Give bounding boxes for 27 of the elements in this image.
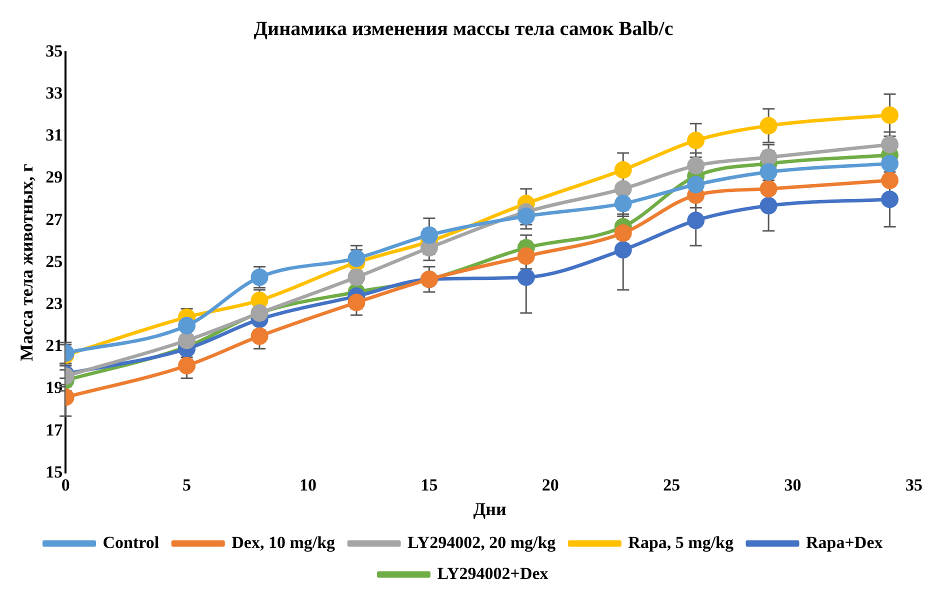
- x-tick-label: 35: [906, 476, 922, 495]
- y-axis-title: Масса тела животных, г: [16, 164, 36, 362]
- x-tick-label: 30: [784, 476, 802, 495]
- y-tick-label: 21: [46, 336, 63, 356]
- y-tick-label: 23: [46, 294, 63, 313]
- y-tick-label: 27: [46, 210, 64, 229]
- y-tick-label: 31: [46, 126, 63, 145]
- y-tick-label: 29: [46, 168, 63, 187]
- y-tick-label: 33: [46, 83, 63, 102]
- legend-label: LY294002, 20 mg/kg: [408, 532, 556, 552]
- x-tick-label: 0: [61, 476, 70, 495]
- chart-title: Динамика изменения массы тела самок Balb/c: [254, 18, 674, 40]
- y-tick-label: 15: [46, 462, 63, 482]
- x-tick-label: 10: [300, 476, 316, 495]
- x-tick-label: 20: [542, 476, 559, 495]
- legend-label: Dex, 10 mg/kg: [232, 532, 336, 552]
- legend-label: Control: [102, 532, 160, 552]
- y-tick-label: 35: [46, 41, 63, 60]
- legend-label: LY294002+Dex: [437, 564, 549, 583]
- x-tick-label: 5: [182, 476, 192, 495]
- legend-label: Rapa, 5 mg/kg: [628, 532, 734, 552]
- x-tick-label: 15: [420, 476, 438, 495]
- y-tick-label: 25: [46, 252, 63, 271]
- y-tick-label: 17: [46, 420, 64, 440]
- x-tick-label: 25: [663, 476, 680, 495]
- legend-label: Rapa+Dex: [806, 532, 884, 552]
- x-axis-title: Дни: [473, 498, 506, 519]
